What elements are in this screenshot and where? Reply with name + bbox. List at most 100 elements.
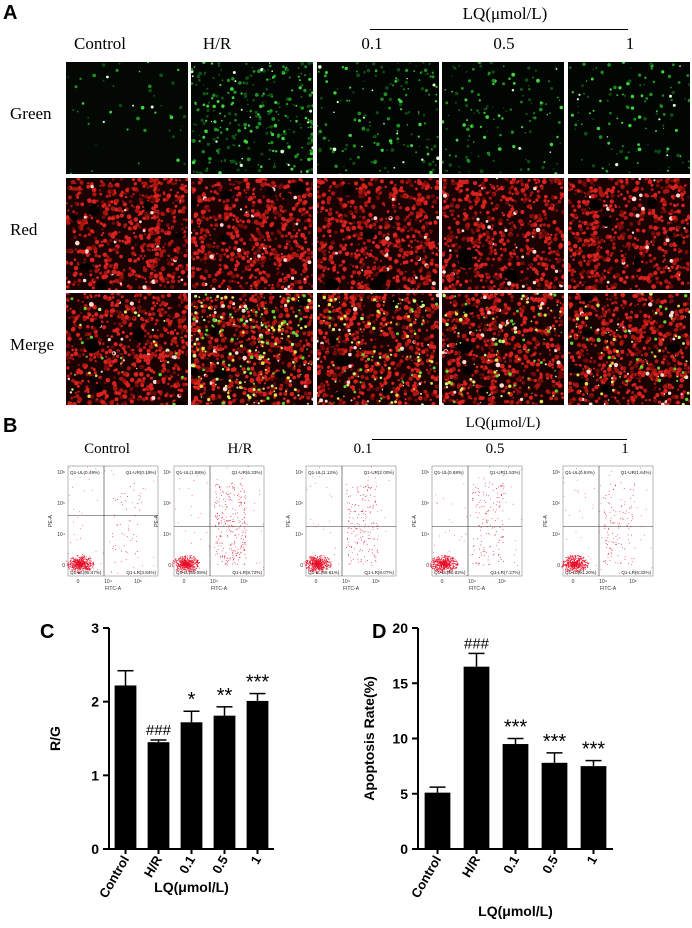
flow-plot-frame xyxy=(67,465,159,577)
flow-x-axis-label: FITC-A xyxy=(343,586,360,592)
panel-a-group-line xyxy=(370,29,628,30)
micrograph-cell xyxy=(442,178,564,290)
quadrant-label-ur: Q1-UR(1.53%) xyxy=(490,470,521,475)
panel-b-letter: B xyxy=(3,415,18,437)
flow-x-axis-label: FITC-A xyxy=(211,586,228,592)
quadrant-label-lr: Q1-LR(8.72%) xyxy=(232,570,262,575)
panel-a-row-label: Green xyxy=(10,104,52,123)
quadrant-label-ll: Q1-LL(85.08%) xyxy=(176,570,208,575)
micrograph-cell xyxy=(568,62,690,174)
y-axis-label: R/G xyxy=(47,726,63,751)
significance-label: ** xyxy=(217,685,233,707)
flow-x-axis-label: FITC-A xyxy=(600,586,617,592)
flow-y-axis-label: PE-A xyxy=(412,515,418,527)
flow-y-tick: 0 xyxy=(300,563,303,569)
flow-events xyxy=(303,466,392,576)
significance-label: ### xyxy=(464,635,490,652)
quadrant-label-ul: Q1-UL(1.88%) xyxy=(176,470,206,475)
flow-x-tick: 0 xyxy=(572,579,575,585)
bar xyxy=(502,744,529,849)
significance-label: *** xyxy=(543,731,567,753)
micrograph-cell xyxy=(66,178,188,290)
bar xyxy=(463,666,490,849)
flow-y-axis-label: PE-A xyxy=(543,515,549,527)
bar xyxy=(213,715,236,849)
flow-x-tick: 10⁶ xyxy=(134,579,142,585)
panel-c-chart: 0 1 2 3 R/G Control ### H/R * 0.1 ** 0.5 *** 1 LQ(μmol… xyxy=(47,620,274,901)
panel-b-col-label: 0.1 xyxy=(353,441,373,457)
panel-b-col-label: Control xyxy=(84,441,130,457)
x-tick-label: 0.1 xyxy=(176,853,198,876)
flow-events xyxy=(171,466,265,573)
flow-y-tick: 10⁴ xyxy=(421,532,429,538)
panel-a-col-label: 1 xyxy=(625,34,635,53)
panel-b-group-label: LQ(μmol/L) xyxy=(465,415,541,431)
flow-x-tick: 10⁴ xyxy=(104,579,112,585)
x-tick-label: H/R xyxy=(141,852,165,879)
quadrant-label-lr: Q1-LR(3.84%) xyxy=(126,570,156,575)
flow-y-tick: 10⁶ xyxy=(57,470,65,476)
flow-x-axis-label: FITC-A xyxy=(105,586,122,592)
flow-y-axis-label: PE-A xyxy=(154,515,160,527)
panel-a-row-label: Merge xyxy=(10,335,55,354)
flow-x-axis-label: FITC-A xyxy=(469,586,486,592)
flow-y-tick: 0 xyxy=(557,563,560,569)
y-tick-label: 3 xyxy=(91,620,99,636)
quadrant-label-ll: Q1-LL(95.47%) xyxy=(70,570,102,575)
flow-x-tick: 0 xyxy=(315,579,318,585)
bar xyxy=(180,722,203,849)
significance-label: *** xyxy=(504,717,528,739)
panel-b-col-label: 1 xyxy=(621,441,629,457)
flow-y-tick: 10⁵ xyxy=(295,501,303,507)
significance-label: ### xyxy=(146,722,172,739)
quadrant-label-ul: Q1-UL(0.84%) xyxy=(565,470,595,475)
panel-a-col-label: 0.1 xyxy=(361,34,383,53)
x-tick-label: Control xyxy=(408,853,444,901)
panel-a-col-label: 0.5 xyxy=(493,34,515,53)
flow-x-tick: 0 xyxy=(77,579,80,585)
bar xyxy=(246,700,269,849)
flow-y-tick: 10⁵ xyxy=(421,501,429,507)
panel-c-letter: C xyxy=(40,621,55,643)
significance-label: *** xyxy=(582,739,606,761)
y-tick-label: 0 xyxy=(91,841,99,857)
quadrant-label-ur: Q1-UR(2.00%) xyxy=(364,470,395,475)
x-tick-label: 1 xyxy=(247,853,264,867)
micrograph-cell xyxy=(568,293,690,405)
micrograph-cell xyxy=(66,62,188,174)
flow-y-axis-label: PE-A xyxy=(48,515,54,527)
quadrant-label-ur: Q1-UR(6.33%) xyxy=(232,470,263,475)
quadrant-label-ul: Q1-UL(0.49%) xyxy=(70,470,100,475)
flow-y-tick: 10⁵ xyxy=(163,501,171,507)
quadrant-label-ll: Q1-LL(91.20%) xyxy=(565,570,597,575)
flow-y-tick: 0 xyxy=(426,563,429,569)
flow-y-tick: 10⁶ xyxy=(295,470,303,476)
flow-x-tick: 10⁶ xyxy=(240,579,248,585)
flow-y-axis-label: PE-A xyxy=(286,515,292,527)
panel-b-col-label: H/R xyxy=(227,441,253,457)
panel-b-group-line xyxy=(372,439,627,440)
flow-y-tick: 0 xyxy=(62,563,65,569)
bar xyxy=(541,762,568,849)
flow-y-tick: 10⁶ xyxy=(163,470,171,476)
flow-y-tick: 10⁴ xyxy=(163,532,171,538)
x-tick-label: 0.1 xyxy=(500,853,522,876)
y-tick-label: 10 xyxy=(392,731,408,747)
flow-y-tick: 10⁶ xyxy=(421,470,429,476)
quadrant-label-ur: Q1-UR(1.64%) xyxy=(621,470,652,475)
flow-plot-frame xyxy=(173,465,265,577)
micrograph-cell xyxy=(66,293,188,405)
micrograph-cell xyxy=(568,178,690,290)
flow-cytometry-plot: 10⁶ 10⁵ 10⁴ 0 PE-A Q1-UL(0.88%) Q1-UR(1.53%) Q1… xyxy=(412,465,523,592)
flow-plot-frame xyxy=(305,465,397,577)
micrograph-cell xyxy=(317,62,439,174)
bar xyxy=(424,792,451,849)
micrograph-cell xyxy=(191,293,313,405)
y-axis-label: Apoptosis Rate(%) xyxy=(361,676,377,800)
quadrant-label-lr: Q1-LR(6.32%) xyxy=(621,570,651,575)
flow-y-tick: 0 xyxy=(168,563,171,569)
flow-y-tick: 10⁴ xyxy=(552,532,560,538)
flow-events xyxy=(429,466,523,576)
flow-y-tick: 10⁵ xyxy=(552,501,560,507)
quadrant-label-ll: Q1-LL(88.81%) xyxy=(308,570,340,575)
